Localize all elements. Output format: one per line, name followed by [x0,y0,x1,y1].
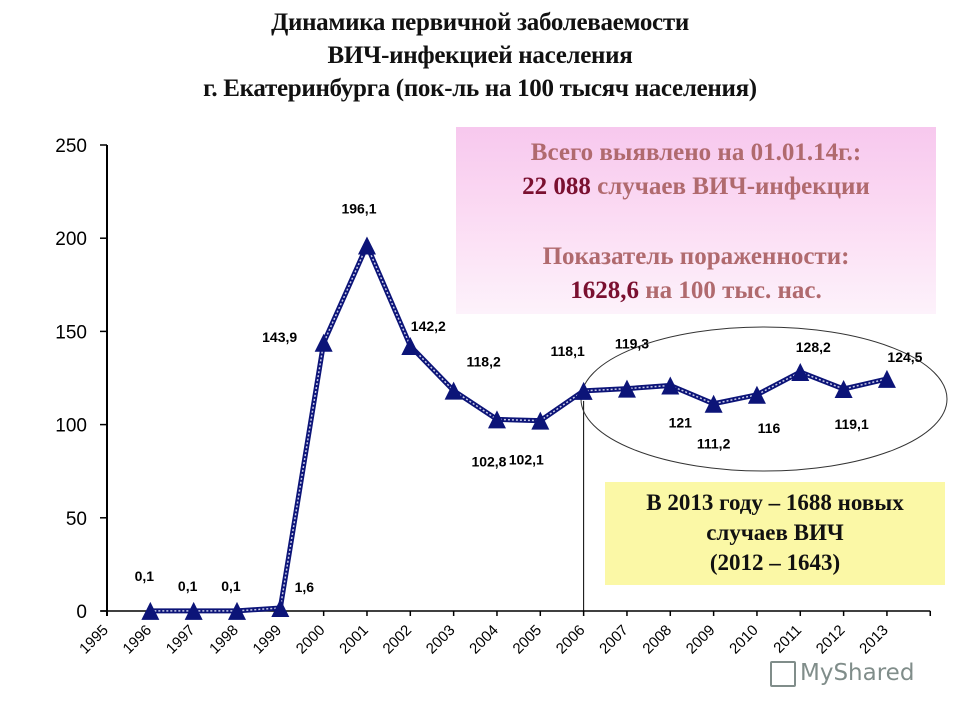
watermark-text: MyShared [800,660,915,686]
info-prevalence-line: 1628,6 на 100 тыс. нас. [456,277,936,305]
info-prevalence-label: Показатель пораженности: [542,243,850,270]
series-line [150,239,888,614]
data-label: 128,2 [796,339,831,355]
info-box: Всего выявлено на 01.01.14г.: 22 088 слу… [456,127,936,314]
info-total-text: случаев ВИЧ-инфекции [590,173,870,200]
x-tick-label: 2001 [336,622,372,658]
presentation-board-icon [770,660,796,687]
data-label: 111,2 [697,436,731,452]
info-prevalence-value: 1628,6 [570,277,639,304]
triangle-marker-icon [401,336,420,355]
info-total-line: 22 088 случаев ВИЧ-инфекции [456,173,936,201]
x-tick-label: 2010 [726,622,762,658]
x-tick-label: 1996 [120,622,156,658]
title-line-3: г. Екатеринбурга (пок-ль на 100 тысяч на… [203,75,757,102]
data-label: 102,8 [471,453,506,469]
x-tick-label: 1997 [163,622,199,658]
data-label: 0,1 [178,578,198,594]
x-tick-label: 1999 [250,622,286,658]
x-tick-label: 2006 [553,622,589,658]
y-tick-label: 100 [55,416,87,437]
data-label: 119,1 [834,416,868,432]
x-tick-label: 2013 [856,622,892,658]
info-total-value: 22 088 [522,173,591,200]
data-label: 124,5 [887,349,922,365]
note-box: В 2013 году – 1688 новых случаев ВИЧ (20… [605,482,945,585]
triangle-marker-icon [444,381,463,400]
y-tick-label: 200 [55,229,87,250]
y-tick-label: 50 [66,509,87,530]
y-tick-label: 250 [55,136,87,157]
triangle-marker-icon [574,381,593,400]
data-label: 119,3 [615,336,649,352]
triangle-marker-icon [661,376,680,395]
triangle-marker-icon [877,369,896,388]
y-tick-label: 0 [76,602,87,623]
x-tick-label: 2002 [380,622,416,658]
triangle-marker-icon [141,601,160,620]
data-label: 142,2 [411,318,446,334]
x-tick-label: 2007 [596,622,632,658]
triangle-marker-icon [227,601,246,620]
triangle-marker-icon [704,394,723,413]
data-label: 0,1 [221,578,241,594]
triangle-marker-icon [617,379,636,398]
triangle-marker-icon [357,236,376,255]
data-label: 196,1 [341,200,376,216]
triangle-marker-icon [487,410,506,429]
triangle-marker-icon [271,599,290,618]
x-tick-label: 2012 [813,622,849,658]
note-line-3: (2012 – 1643) [709,550,841,575]
x-tick-label: 2011 [770,622,805,657]
x-tick-label: 2000 [293,622,329,658]
triangle-marker-icon [531,411,550,430]
data-label: 102,1 [509,452,544,468]
triangle-marker-icon [791,363,810,382]
data-label: 118,2 [467,354,501,370]
data-label: 0,1 [135,568,155,584]
note-line-1: В 2013 году – 1688 новых [646,490,904,515]
title-line-2: ВИЧ-инфекцией населения [327,42,633,69]
triangle-marker-icon [184,601,203,620]
x-tick-label: 2009 [683,622,719,658]
info-total-label: Всего выявлено на 01.01.14г.: [530,139,862,166]
x-tick-label: 2008 [639,622,675,658]
info-prevalence-text: на 100 тыс. нас. [638,277,822,304]
x-tick-label: 2005 [510,622,546,658]
data-label: 116 [758,420,781,436]
triangle-marker-icon [747,385,766,404]
title-line-1: Динамика первичной заболеваемости [271,9,689,36]
data-label: 118,1 [550,343,584,359]
note-line-2: случаев ВИЧ [706,520,844,545]
data-label: 121 [669,414,693,430]
data-label: 143,9 [262,329,297,345]
x-tick-label: 2004 [466,622,502,658]
triangle-marker-icon [834,379,853,398]
chart-title: Динамика первичной заболеваемости ВИЧ-ин… [0,6,960,105]
data-label: 1,6 [295,579,315,595]
x-tick-label: 1995 [76,622,112,658]
x-tick-label: 1998 [206,622,242,658]
watermark: MyShared [770,660,914,687]
triangle-marker-icon [314,333,333,352]
x-tick-label: 2003 [423,622,459,658]
y-tick-label: 150 [55,322,87,343]
